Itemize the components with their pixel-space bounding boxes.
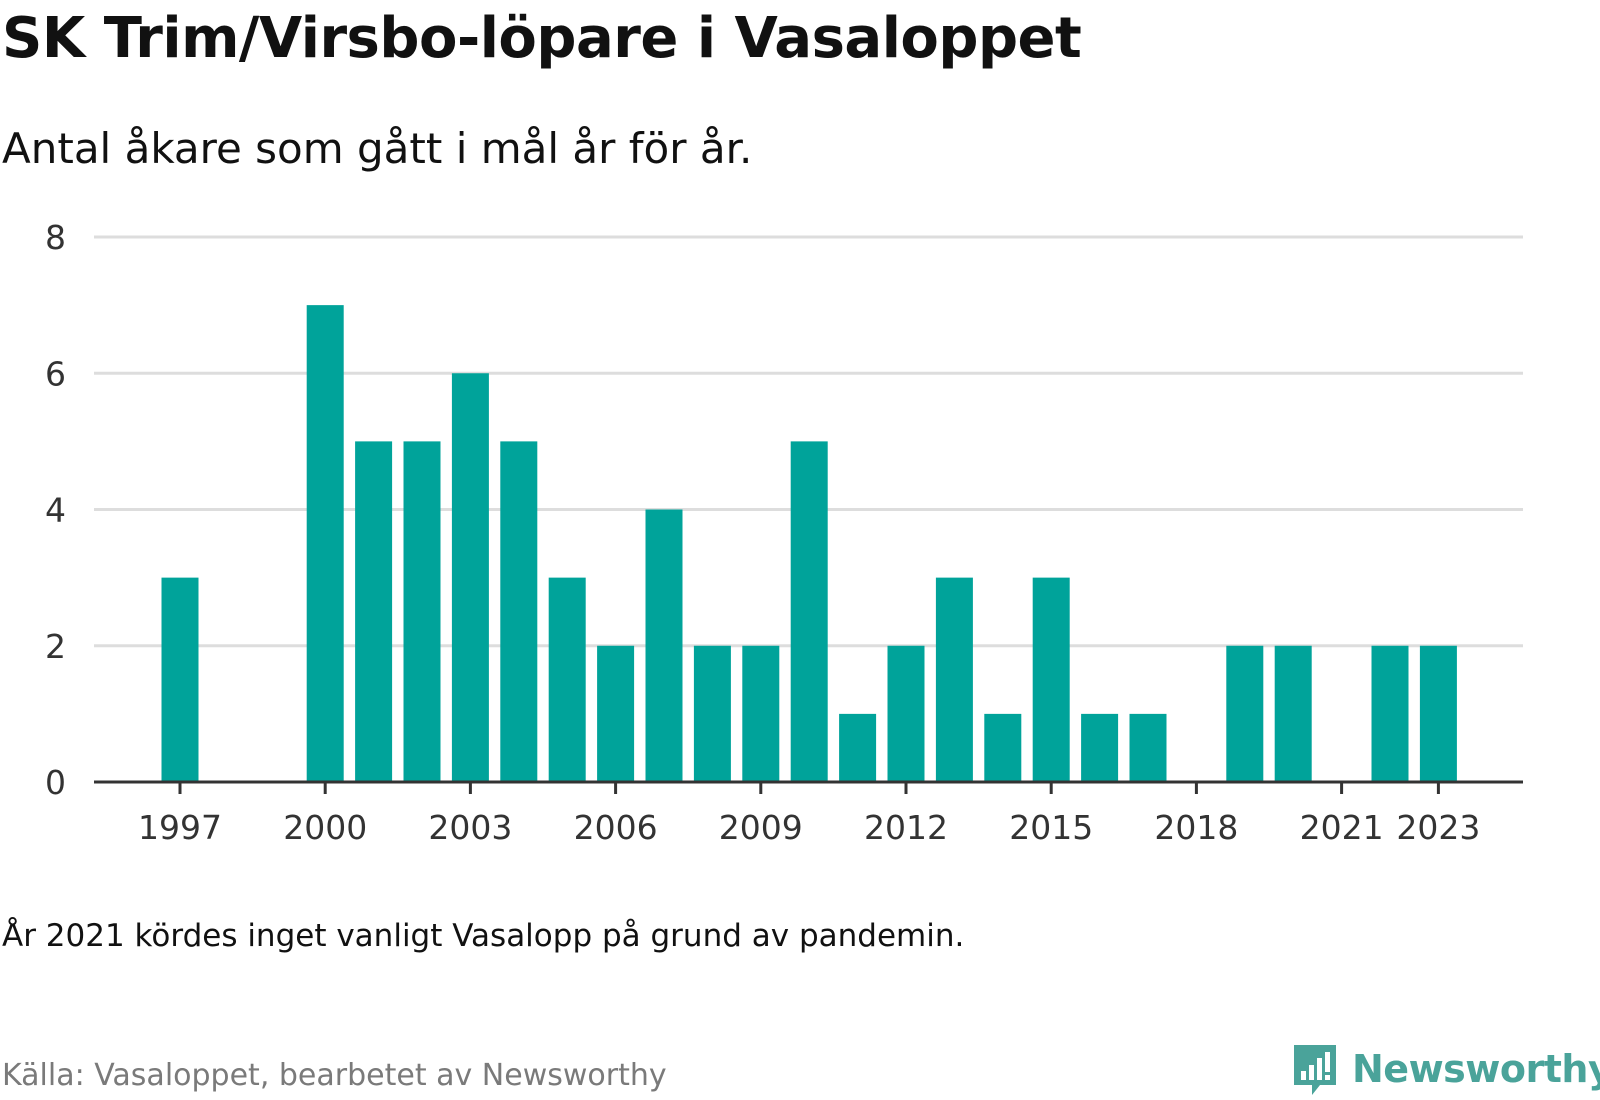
bar-1997 — [161, 577, 199, 782]
x-tick-label-2018: 2018 — [1154, 808, 1238, 847]
bar-2001 — [355, 441, 393, 782]
bar-2020 — [1274, 645, 1312, 782]
x-tick-label-2009: 2009 — [719, 808, 803, 847]
bar-2006 — [597, 645, 635, 782]
y-tick-label-8: 8 — [45, 218, 66, 257]
y-tick-label-6: 6 — [45, 354, 66, 393]
bar-2015 — [1032, 577, 1070, 782]
bar-2004 — [500, 441, 538, 782]
bar-2003 — [451, 373, 489, 782]
x-tick-label-2021: 2021 — [1300, 808, 1384, 847]
x-tick-label-2006: 2006 — [574, 808, 658, 847]
bar-2005 — [548, 577, 586, 782]
bar-2011 — [839, 713, 877, 782]
source-credit: Källa: Vasaloppet, bearbetet av Newswort… — [2, 1058, 667, 1093]
bars — [161, 305, 1457, 782]
bar-2012 — [887, 645, 925, 782]
chart-title: SK Trim/Virsbo-löpare i Vasaloppet — [2, 6, 1082, 71]
y-tick-label-2: 2 — [45, 627, 66, 666]
bar-2007 — [645, 509, 683, 782]
chart-note: År 2021 kördes inget vanligt Vasalopp på… — [2, 918, 965, 954]
x-tick-label-1997: 1997 — [138, 808, 222, 847]
x-tick-label-2012: 2012 — [864, 808, 948, 847]
x-tick-label-2003: 2003 — [428, 808, 512, 847]
bar-2019 — [1226, 645, 1264, 782]
y-tick-label-0: 0 — [45, 763, 66, 802]
bar-chart: 0 2 4 6 8 1997 2000 2003 2006 2009 2012 2015 2018 202… — [45, 218, 1523, 847]
x-tick-label-2023: 2023 — [1396, 808, 1480, 847]
newsworthy-logo-icon — [1294, 1045, 1336, 1095]
brand-name: Newsworthy — [1352, 1047, 1600, 1091]
bar-2017 — [1129, 713, 1167, 782]
bar-2008 — [693, 645, 731, 782]
chart-subtitle: Antal åkare som gått i mål år för år. — [2, 124, 753, 173]
bar-2023 — [1419, 645, 1457, 782]
bar-2002 — [403, 441, 441, 782]
bar-2009 — [742, 645, 780, 782]
y-tick-label-4: 4 — [45, 491, 66, 530]
bar-2014 — [984, 713, 1022, 782]
x-tick-label-2015: 2015 — [1009, 808, 1093, 847]
x-tick-label-2000: 2000 — [283, 808, 367, 847]
bar-2010 — [790, 441, 828, 782]
bar-2013 — [935, 577, 973, 782]
newsworthy-logo: Newsworthy — [1290, 1041, 1600, 1097]
axes: 0 2 4 6 8 1997 2000 2003 2006 2009 2012 2015 2018 202… — [45, 218, 1523, 847]
bar-2022 — [1371, 645, 1409, 782]
bar-2000 — [306, 305, 344, 782]
bar-2016 — [1081, 713, 1119, 782]
